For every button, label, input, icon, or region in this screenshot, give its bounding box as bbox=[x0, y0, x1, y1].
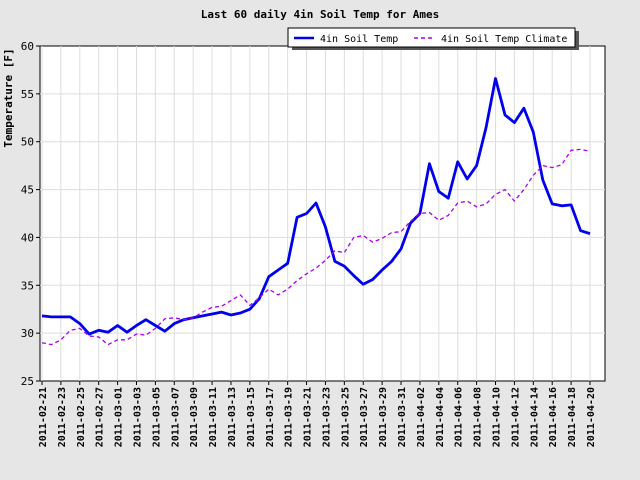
y-tick-label: 50 bbox=[21, 136, 34, 149]
y-axis-label: Temperature [F] bbox=[2, 48, 15, 147]
grid-lines bbox=[40, 46, 605, 381]
x-tick-label: 2011-03-05 bbox=[151, 387, 162, 447]
x-tick-label: 2011-03-01 bbox=[114, 387, 125, 447]
x-tick-label: 2011-04-08 bbox=[473, 387, 484, 447]
x-tick-label: 2011-04-20 bbox=[586, 387, 597, 447]
x-tick-label: 2011-03-09 bbox=[189, 387, 200, 447]
x-tick-label: 2011-03-11 bbox=[208, 387, 219, 447]
x-tick-label: 2011-03-19 bbox=[284, 387, 295, 447]
y-axis-ticks: 25 30 35 40 45 50 55 60 bbox=[21, 40, 40, 388]
x-tick-label: 2011-04-06 bbox=[454, 387, 465, 447]
chart-title: Last 60 daily 4in Soil Temp for Ames bbox=[201, 8, 439, 21]
x-tick-label: 2011-02-23 bbox=[57, 387, 68, 447]
y-tick-label: 30 bbox=[21, 327, 34, 340]
x-tick-label: 2011-04-18 bbox=[567, 387, 578, 447]
legend-label-soil-temp-climate: 4in Soil Temp Climate bbox=[441, 34, 567, 45]
y-tick-label: 25 bbox=[21, 375, 34, 388]
legend-label-soil-temp: 4in Soil Temp bbox=[320, 34, 398, 45]
x-tick-label: 2011-04-10 bbox=[492, 387, 503, 447]
x-axis-ticks: 2011-02-21 2011-02-23 2011-02-25 2011-02-27… bbox=[38, 381, 597, 447]
series-lines bbox=[41, 77, 591, 346]
x-tick-label: 2011-03-07 bbox=[170, 387, 181, 447]
x-tick-label: 2011-03-15 bbox=[246, 387, 257, 447]
x-tick-label: 2011-02-27 bbox=[95, 387, 106, 447]
x-tick-label: 2011-04-12 bbox=[510, 387, 521, 447]
x-tick-label: 2011-03-31 bbox=[397, 387, 408, 447]
x-tick-label: 2011-04-16 bbox=[548, 387, 559, 447]
x-tick-label: 2011-03-17 bbox=[265, 387, 276, 447]
y-tick-label: 40 bbox=[21, 231, 34, 244]
y-tick-label: 35 bbox=[21, 279, 34, 292]
x-tick-label: 2011-02-21 bbox=[38, 387, 49, 447]
series-line-soil-temp bbox=[41, 77, 591, 336]
x-tick-label: 2011-03-27 bbox=[359, 387, 370, 447]
plot-area bbox=[39, 45, 606, 382]
x-tick-label: 2011-03-23 bbox=[321, 387, 332, 447]
x-tick-label: 2011-04-02 bbox=[416, 387, 427, 447]
x-tick-label: 2011-02-25 bbox=[76, 387, 87, 447]
x-tick-label: 2011-03-13 bbox=[227, 387, 238, 447]
y-tick-label: 55 bbox=[21, 88, 34, 101]
x-tick-label: 2011-04-04 bbox=[435, 387, 446, 447]
x-tick-label: 2011-03-25 bbox=[340, 387, 351, 447]
y-tick-label: 60 bbox=[21, 40, 34, 53]
legend: 4in Soil Temp 4in Soil Temp Climate bbox=[287, 27, 579, 50]
x-tick-label: 2011-04-14 bbox=[529, 387, 540, 447]
x-tick-label: 2011-03-29 bbox=[378, 387, 389, 447]
x-tick-label: 2011-03-21 bbox=[303, 387, 314, 447]
y-tick-label: 45 bbox=[21, 184, 34, 197]
series-line-soil-temp-climate bbox=[41, 148, 591, 346]
x-tick-label: 2011-03-03 bbox=[132, 387, 143, 447]
